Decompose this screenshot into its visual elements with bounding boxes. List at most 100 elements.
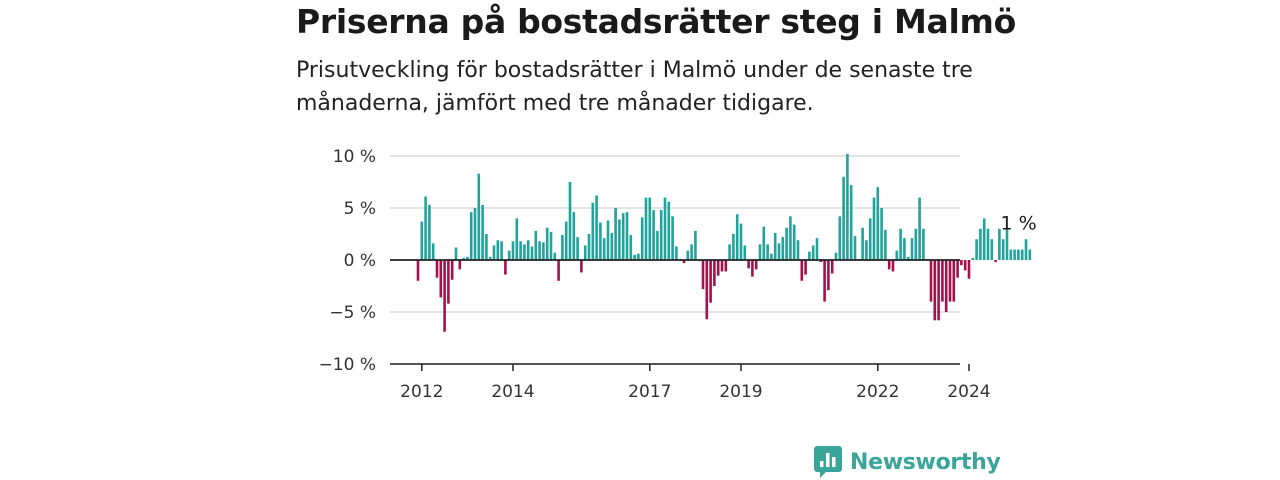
bar	[1024, 239, 1028, 260]
bar	[534, 230, 538, 260]
bar	[758, 244, 762, 260]
bar	[986, 228, 990, 260]
bar	[956, 260, 959, 278]
bar	[545, 227, 549, 260]
bar	[557, 260, 560, 281]
bar	[450, 260, 454, 280]
bar	[1028, 249, 1032, 260]
brand-name: Newsworthy	[850, 449, 1001, 475]
bar	[667, 201, 671, 260]
bar	[800, 260, 804, 281]
bar	[777, 243, 781, 260]
bar	[910, 238, 914, 260]
bar	[469, 212, 473, 260]
last-value-label: 1 %	[1001, 213, 1037, 235]
bar	[549, 231, 553, 260]
bar	[937, 260, 940, 321]
bar	[454, 247, 458, 260]
page-title: Priserna på bostadsrätter steg i Malmö	[296, 2, 1016, 41]
bar	[754, 260, 758, 270]
bar	[644, 197, 648, 260]
bar	[690, 244, 693, 260]
bar	[998, 228, 1001, 260]
bar	[716, 260, 720, 276]
bar	[538, 241, 541, 260]
bar	[865, 240, 868, 260]
bar	[773, 232, 777, 260]
bar	[929, 260, 933, 302]
bar	[477, 173, 481, 260]
bar	[747, 260, 750, 269]
bar	[488, 256, 492, 260]
bar	[941, 260, 944, 302]
bar	[591, 202, 595, 260]
x-tick-label: 2017	[628, 382, 671, 402]
bar	[564, 221, 568, 260]
bar	[766, 244, 769, 260]
bar	[1001, 239, 1005, 260]
bar	[781, 237, 785, 260]
bar	[922, 228, 925, 260]
bar	[720, 260, 724, 272]
bar	[891, 260, 895, 272]
bar	[872, 197, 876, 260]
bar	[732, 234, 735, 260]
bar	[625, 212, 629, 260]
bar	[530, 246, 534, 260]
x-tick-label: 2022	[856, 382, 899, 402]
bar	[728, 244, 731, 260]
bar	[815, 238, 819, 260]
bar	[420, 221, 424, 260]
bar	[827, 260, 830, 291]
bar	[659, 210, 663, 260]
bar	[576, 237, 579, 260]
x-tick-label: 2024	[947, 382, 990, 402]
bar	[933, 260, 937, 321]
bar	[1009, 249, 1013, 260]
bar	[561, 235, 564, 260]
bar	[792, 224, 796, 260]
bar	[424, 196, 427, 260]
bar	[1020, 249, 1024, 260]
bar	[671, 216, 674, 260]
y-tick-label: 0 %	[344, 251, 376, 271]
bar	[606, 220, 610, 260]
bar	[519, 241, 522, 260]
bar	[640, 217, 644, 260]
bar	[762, 226, 766, 260]
bar	[914, 228, 918, 260]
bar	[553, 252, 557, 260]
bar	[587, 234, 591, 260]
bar	[621, 213, 625, 260]
bar	[819, 260, 823, 263]
bar	[504, 260, 507, 275]
bar	[599, 222, 602, 260]
bar	[751, 260, 754, 277]
bar	[523, 244, 526, 260]
bar	[918, 197, 921, 260]
bar	[963, 260, 967, 271]
bar	[515, 218, 519, 260]
bar	[739, 223, 743, 260]
bar	[701, 260, 705, 290]
bar	[861, 227, 864, 260]
y-tick-label: −5 %	[329, 303, 376, 323]
bar	[724, 260, 728, 272]
bar	[492, 245, 496, 260]
bar	[614, 208, 617, 260]
bar	[663, 197, 667, 260]
bar	[948, 260, 952, 302]
bar	[823, 260, 826, 302]
y-tick-label: 10 %	[333, 147, 376, 167]
bar	[431, 243, 435, 260]
bar	[849, 185, 853, 260]
bar	[880, 208, 883, 260]
bar	[906, 256, 910, 260]
bar	[435, 260, 439, 278]
y-tick-label: 5 %	[344, 199, 376, 219]
bar	[618, 219, 621, 260]
bar	[709, 260, 712, 303]
bar	[694, 230, 697, 260]
bar	[481, 204, 484, 260]
